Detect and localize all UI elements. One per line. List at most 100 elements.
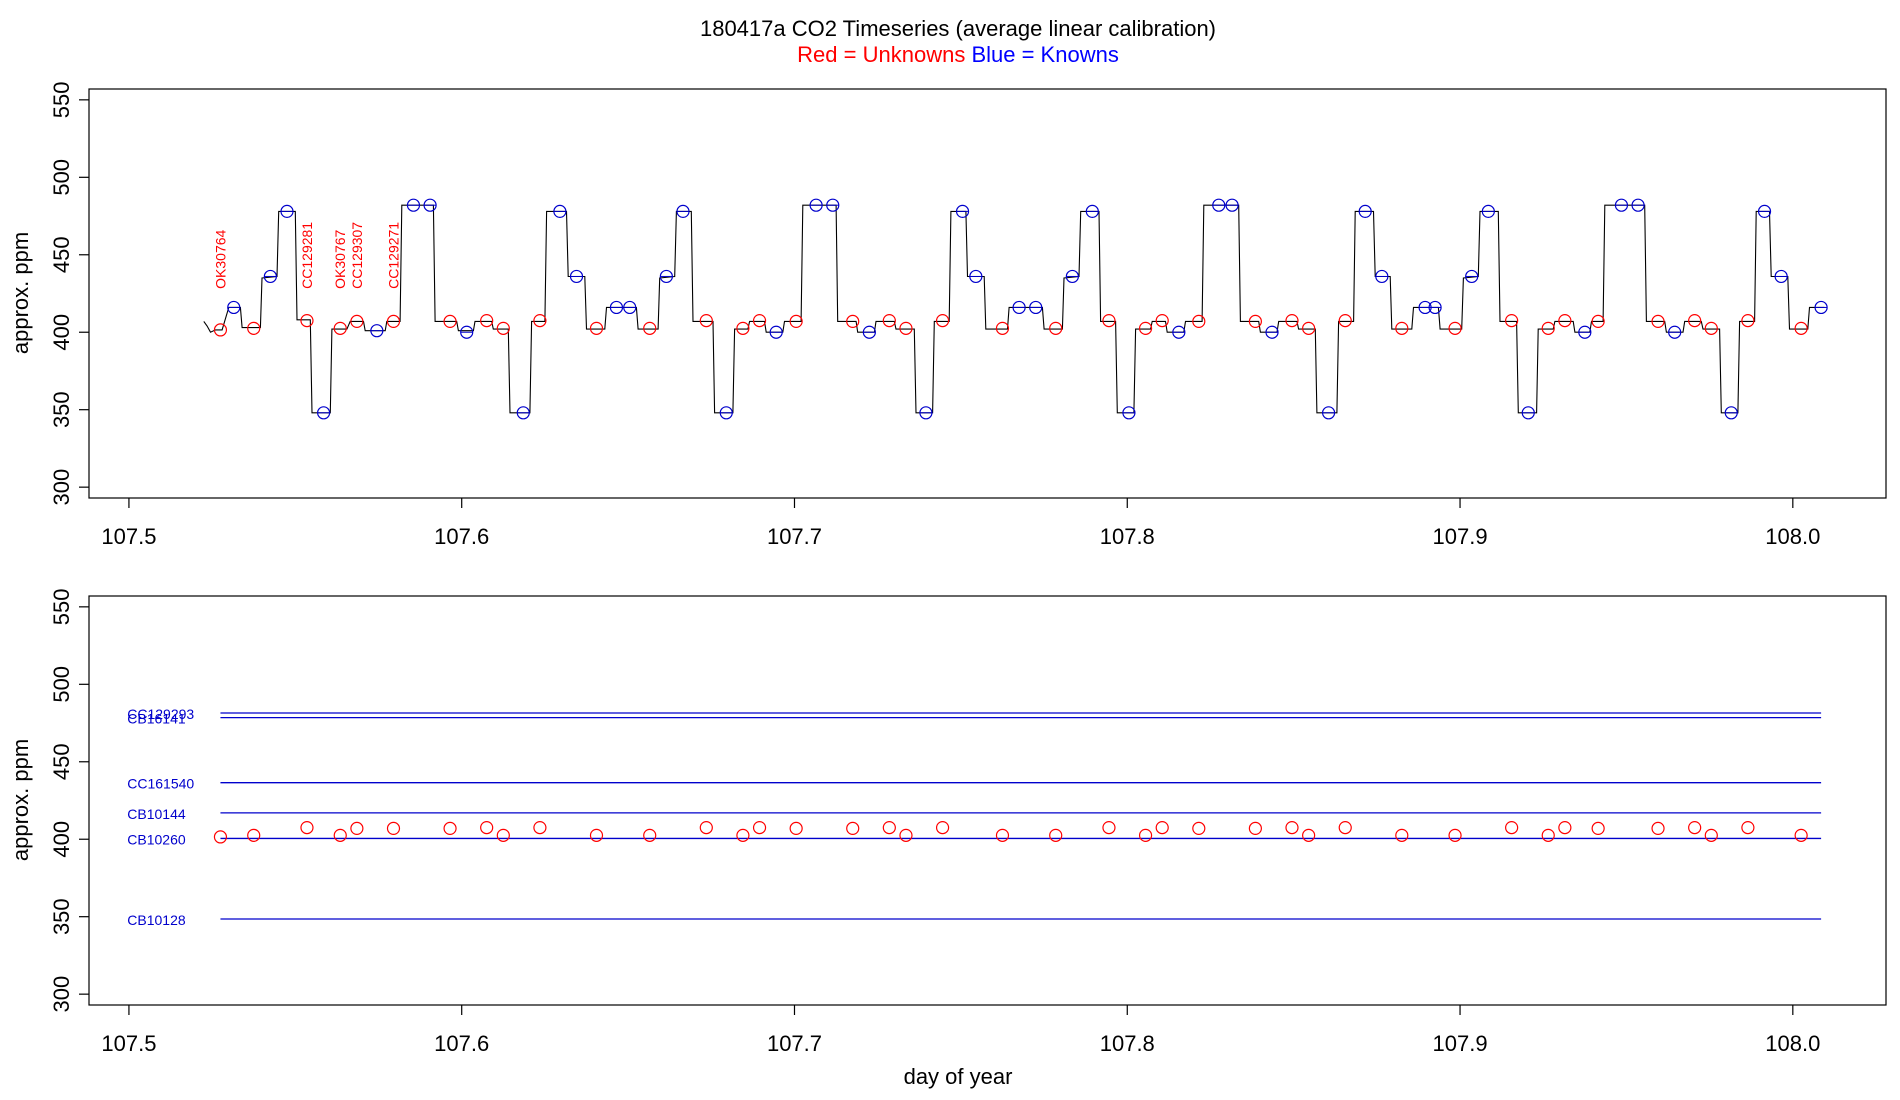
unknown-point [882, 821, 896, 835]
unknown-point [443, 314, 457, 328]
unknown-point [1155, 314, 1169, 328]
unknown-point [333, 828, 347, 842]
x-tick-label: 107.9 [1433, 524, 1488, 549]
unknown-point [350, 821, 364, 835]
unknown-point [935, 314, 950, 328]
legend-unknowns: Red = Unknowns [797, 42, 965, 67]
unknown-point [1704, 828, 1718, 842]
x-tick-label: 108.0 [1765, 524, 1820, 549]
unknown-point [1302, 321, 1316, 335]
unknown-point [1192, 821, 1206, 835]
top-plot-frame [88, 88, 1887, 499]
unknown-point [752, 821, 767, 835]
unknown-point [789, 314, 803, 328]
reference-line-label: CC161540 [127, 776, 194, 792]
annotation-label: OK30767 [332, 229, 348, 288]
unknown-point [1794, 321, 1808, 335]
bottom-plot-frame [88, 595, 1887, 1006]
unknown-point [1138, 828, 1153, 842]
unknown-point [899, 828, 913, 842]
top-annotation-layer: OK30764 CC129281 OK30767 CC129307 CC129271 [212, 222, 401, 289]
unknown-point [589, 321, 604, 335]
unknown-point [589, 828, 604, 842]
unknown-point [1558, 314, 1572, 328]
unknown-point [1505, 821, 1519, 835]
x-tick-label: 107.8 [1100, 524, 1155, 549]
unknown-point [1102, 314, 1116, 328]
unknown-point [300, 314, 314, 328]
unknown-point [333, 321, 347, 335]
unknown-point [1102, 821, 1116, 835]
unknown-point [350, 314, 364, 328]
unknown-point [1049, 321, 1063, 335]
unknown-point [247, 828, 261, 842]
unknown-point [247, 321, 261, 335]
top-y-axis: 300 350 400 450 500 550 [49, 81, 89, 506]
unknown-point [882, 314, 896, 328]
top-y-axis-label: approx. ppm [8, 232, 33, 354]
unknown-point [1741, 821, 1755, 835]
annotation-label: CC129307 [349, 222, 365, 289]
x-tick-label: 107.5 [101, 1031, 156, 1056]
annotation-label: CC129281 [299, 222, 315, 289]
unknown-point [935, 821, 950, 835]
y-tick-label: 400 [49, 314, 74, 351]
unknown-point [1285, 314, 1299, 328]
unknown-point [1591, 314, 1605, 328]
unknown-point [995, 321, 1010, 335]
unknown-point [1138, 321, 1153, 335]
unknown-point [1704, 321, 1718, 335]
unknown-point [1338, 821, 1352, 835]
y-tick-label: 450 [49, 236, 74, 273]
top-panel: 107.5 107.6 107.7 107.8 107.9 108.0 300 350 400… [8, 81, 1887, 549]
y-tick-label: 300 [49, 469, 74, 506]
unknown-point [443, 821, 457, 835]
y-tick-label: 400 [49, 821, 74, 858]
y-tick-label: 500 [49, 666, 74, 703]
figure-legend: Red = Unknowns Blue = Knowns [797, 42, 1119, 67]
x-axis-title: day of year [904, 1064, 1013, 1089]
trace-line [203, 204, 1825, 414]
unknown-point [995, 828, 1010, 842]
unknown-point [300, 821, 314, 835]
unknown-point [752, 314, 767, 328]
unknown-point [213, 323, 228, 337]
figure-title: 180417a CO2 Timeseries (average linear c… [700, 16, 1216, 41]
unknown-point [1688, 314, 1702, 328]
reference-line-label: CB16141 [127, 711, 186, 727]
unknown-point [1192, 314, 1206, 328]
unknown-point [1248, 821, 1262, 835]
unknown-point [1395, 321, 1409, 335]
unknown-point [699, 314, 713, 328]
unknown-point [1558, 821, 1572, 835]
x-tick-label: 107.6 [434, 524, 489, 549]
unknown-point [496, 321, 510, 335]
bottom-y-axis: 300 350 400 450 500 550 [49, 588, 89, 1013]
y-tick-label: 450 [49, 743, 74, 780]
x-tick-label: 108.0 [1765, 1031, 1820, 1056]
unknown-point [846, 821, 860, 835]
unknown-point [1302, 828, 1316, 842]
unknown-point [643, 828, 657, 842]
x-tick-label: 107.5 [101, 524, 156, 549]
bottom-y-axis-label: approx. ppm [8, 739, 33, 861]
unknown-point [899, 321, 913, 335]
unknown-point [846, 314, 860, 328]
unknown-point [213, 830, 228, 844]
unknown-point [1505, 314, 1519, 328]
top-series-layer [203, 198, 1828, 420]
unknown-point [386, 314, 401, 328]
y-tick-label: 350 [49, 391, 74, 428]
x-tick-label: 107.6 [434, 1031, 489, 1056]
unknown-point [1338, 314, 1352, 328]
unknown-point [1688, 821, 1702, 835]
unknown-point [1651, 314, 1665, 328]
reference-line-label: CB10144 [127, 806, 186, 822]
bottom-x-axis: 107.5 107.6 107.7 107.8 107.9 108.0 [101, 1005, 1820, 1056]
x-tick-label: 107.8 [1100, 1031, 1155, 1056]
unknown-point [386, 821, 401, 835]
unknown-point [496, 828, 510, 842]
unknown-point [643, 321, 657, 335]
